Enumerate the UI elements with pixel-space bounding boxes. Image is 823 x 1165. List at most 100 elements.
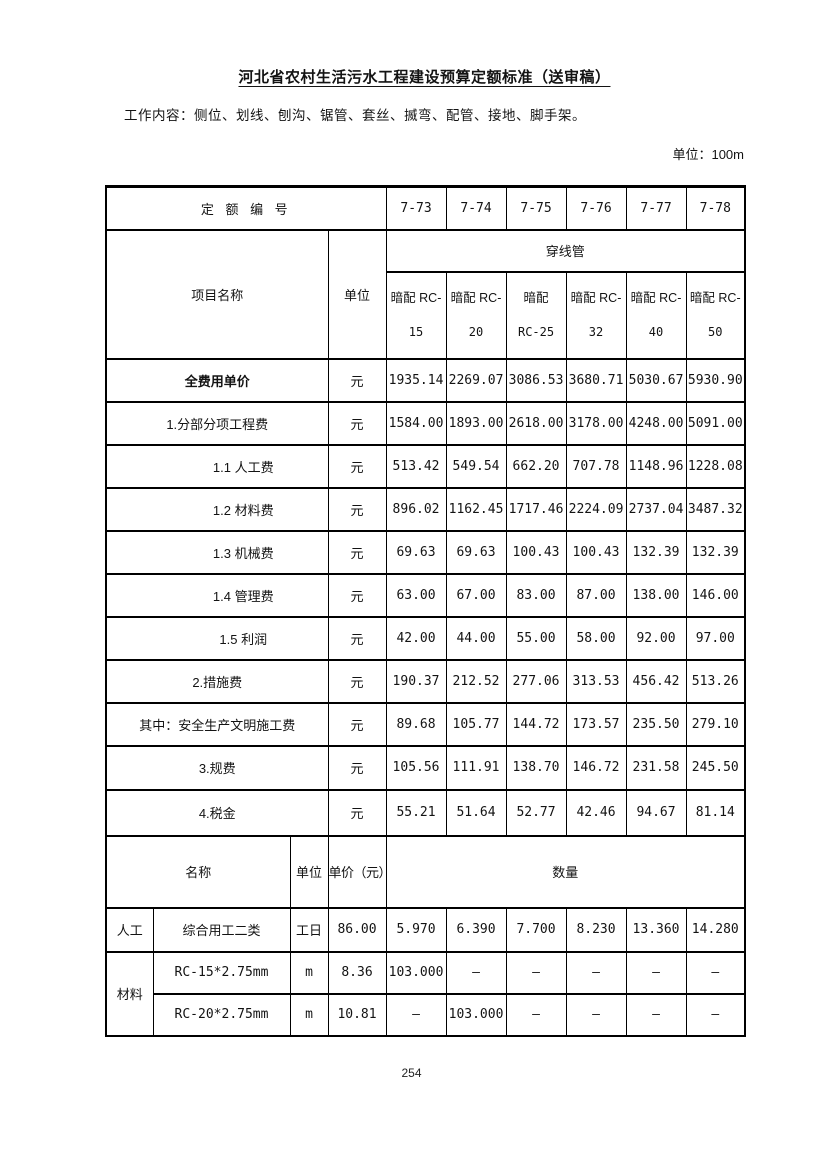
fee-value: 81.14 [685, 788, 746, 837]
quota-code: 7-74 [445, 185, 507, 231]
resource-name-header: 名称 [105, 834, 291, 909]
fee-unit: 元 [327, 572, 387, 618]
resource-qty-value: 103.000 [385, 950, 447, 995]
fee-value: 2618.00 [505, 400, 567, 446]
quota-code-header-label: 定 额 编 号 [105, 185, 387, 231]
fee-unit: 元 [327, 701, 387, 747]
fee-value: 51.64 [445, 788, 507, 837]
resource-name: RC-15*2.75mm [152, 950, 291, 995]
fee-unit: 元 [327, 486, 387, 532]
fee-row: 全费用单价 元 1935.14 2269.07 3086.53 3680.71 … [105, 357, 746, 403]
fee-value: 52.77 [505, 788, 567, 837]
fee-item-label: 1.2 材料费 [105, 486, 329, 532]
fee-unit: 元 [327, 443, 387, 489]
resource-group-label: 材料 [105, 950, 154, 1037]
fee-value: 105.56 [385, 744, 447, 791]
spec-header-line1: 暗配 RC- [689, 291, 741, 305]
fee-value: 513.42 [385, 443, 447, 489]
fee-unit: 元 [327, 788, 387, 837]
fee-value: 63.00 [385, 572, 447, 618]
fee-item-label: 1.1 人工费 [105, 443, 329, 489]
fee-value: 277.06 [505, 658, 567, 704]
resource-qty-header: 数量 [385, 834, 746, 909]
fee-row: 其中：安全生产文明施工费 元 89.68 105.77 144.72 173.5… [105, 701, 746, 747]
fee-value: 190.37 [385, 658, 447, 704]
fee-item-label: 其中：安全生产文明施工费 [105, 701, 329, 747]
spec-header-line1: 暗配 RC- [390, 291, 442, 305]
resource-qty-value: – [625, 992, 687, 1037]
fee-value: 313.53 [565, 658, 627, 704]
fee-value: 1228.08 [685, 443, 746, 489]
fee-row: 1.4 管理费 元 63.00 67.00 83.00 87.00 138.00… [105, 572, 746, 618]
fee-unit: 元 [327, 529, 387, 575]
work-content-text: 工作内容：侧位、划线、刨沟、锯管、套丝、揻弯、配管、接地、脚手架。 [124, 108, 586, 123]
fee-value: 2737.04 [625, 486, 687, 532]
quota-code: 7-73 [385, 185, 447, 231]
spec-header: 暗配 RC-25 [505, 270, 567, 360]
fee-unit: 元 [327, 658, 387, 704]
resource-qty-value: 8.230 [565, 906, 627, 953]
spec-header-line2: 50 [708, 325, 723, 339]
fee-value: 58.00 [565, 615, 627, 661]
resource-unit: m [289, 992, 329, 1037]
fee-value: 3487.32 [685, 486, 746, 532]
spec-header-row: 暗配 RC- 15 暗配 RC- 20 暗配 RC-25 暗配 RC- 32 暗… [106, 270, 746, 360]
fee-value: 2224.09 [565, 486, 627, 532]
fee-item-label: 2.措施费 [105, 658, 329, 704]
pipe-type-header: 穿线管 [385, 228, 746, 273]
fee-item-label: 4.税金 [105, 788, 329, 837]
fee-value: 105.77 [445, 701, 507, 747]
resource-header-row: 名称 单位 单价（元） 数量 [105, 834, 746, 909]
fee-value: 235.50 [625, 701, 687, 747]
fee-value: 896.02 [385, 486, 447, 532]
fee-value: 44.00 [445, 615, 507, 661]
fee-value: 83.00 [505, 572, 567, 618]
fee-value: 97.00 [685, 615, 746, 661]
spec-header: 暗配 RC- 32 [565, 270, 627, 360]
fee-value: 1717.46 [505, 486, 567, 532]
fee-value: 707.78 [565, 443, 627, 489]
fee-row: 1.5 利润 元 42.00 44.00 55.00 58.00 92.00 9… [105, 615, 746, 661]
resource-qty-value: – [565, 950, 627, 995]
quota-code: 7-75 [505, 185, 567, 231]
fee-value: 513.26 [685, 658, 746, 704]
fee-value: 94.67 [625, 788, 687, 837]
fee-value: 111.91 [445, 744, 507, 791]
spec-header-line1: 暗配 RC- [630, 291, 682, 305]
resource-qty-value: 7.700 [505, 906, 567, 953]
resource-qty-value: – [385, 992, 447, 1037]
fee-row: 3.规费 元 105.56 111.91 138.70 146.72 231.5… [105, 744, 746, 791]
fee-value: 144.72 [505, 701, 567, 747]
resource-unit: 工日 [289, 906, 329, 953]
unit-note: 单位：100m [672, 147, 744, 162]
fee-row: 4.税金 元 55.21 51.64 52.77 42.46 94.67 81.… [105, 788, 746, 837]
item-name-header: 项目名称 [105, 228, 329, 360]
fee-unit: 元 [327, 357, 387, 403]
fee-value: 42.46 [565, 788, 627, 837]
fee-unit: 元 [327, 615, 387, 661]
fee-value: 132.39 [685, 529, 746, 575]
resource-qty-value: – [445, 950, 507, 995]
fee-value: 69.63 [385, 529, 447, 575]
fee-value: 92.00 [625, 615, 687, 661]
resource-group-label: 人工 [105, 906, 154, 953]
spec-header: 暗配 RC- 20 [445, 270, 507, 360]
quota-code: 7-77 [625, 185, 687, 231]
fee-value: 212.52 [445, 658, 507, 704]
resource-unit: m [289, 950, 329, 995]
fee-value: 5930.90 [685, 357, 746, 403]
fee-item-label: 全费用单价 [105, 357, 329, 403]
fee-item-label: 1.分部分项工程费 [105, 400, 329, 446]
page-title: 河北省农村生活污水工程建设预算定额标准（送审稿） [238, 69, 611, 86]
fee-row: 1.1 人工费 元 513.42 549.54 662.20 707.78 11… [105, 443, 746, 489]
fee-value: 55.00 [505, 615, 567, 661]
spec-header-line1: 暗配 RC- [450, 291, 502, 305]
fee-unit: 元 [327, 744, 387, 791]
fee-value: 1893.00 [445, 400, 507, 446]
fee-value: 1162.45 [445, 486, 507, 532]
resource-row: RC-20*2.75mm m 10.81 – 103.000 – – – – [106, 992, 746, 1037]
resource-row: 人工 综合用工二类 工日 86.00 5.970 6.390 7.700 8.2… [105, 906, 746, 953]
resource-qty-value: – [505, 950, 567, 995]
fee-value: 173.57 [565, 701, 627, 747]
unit-header: 单位 [327, 228, 387, 360]
